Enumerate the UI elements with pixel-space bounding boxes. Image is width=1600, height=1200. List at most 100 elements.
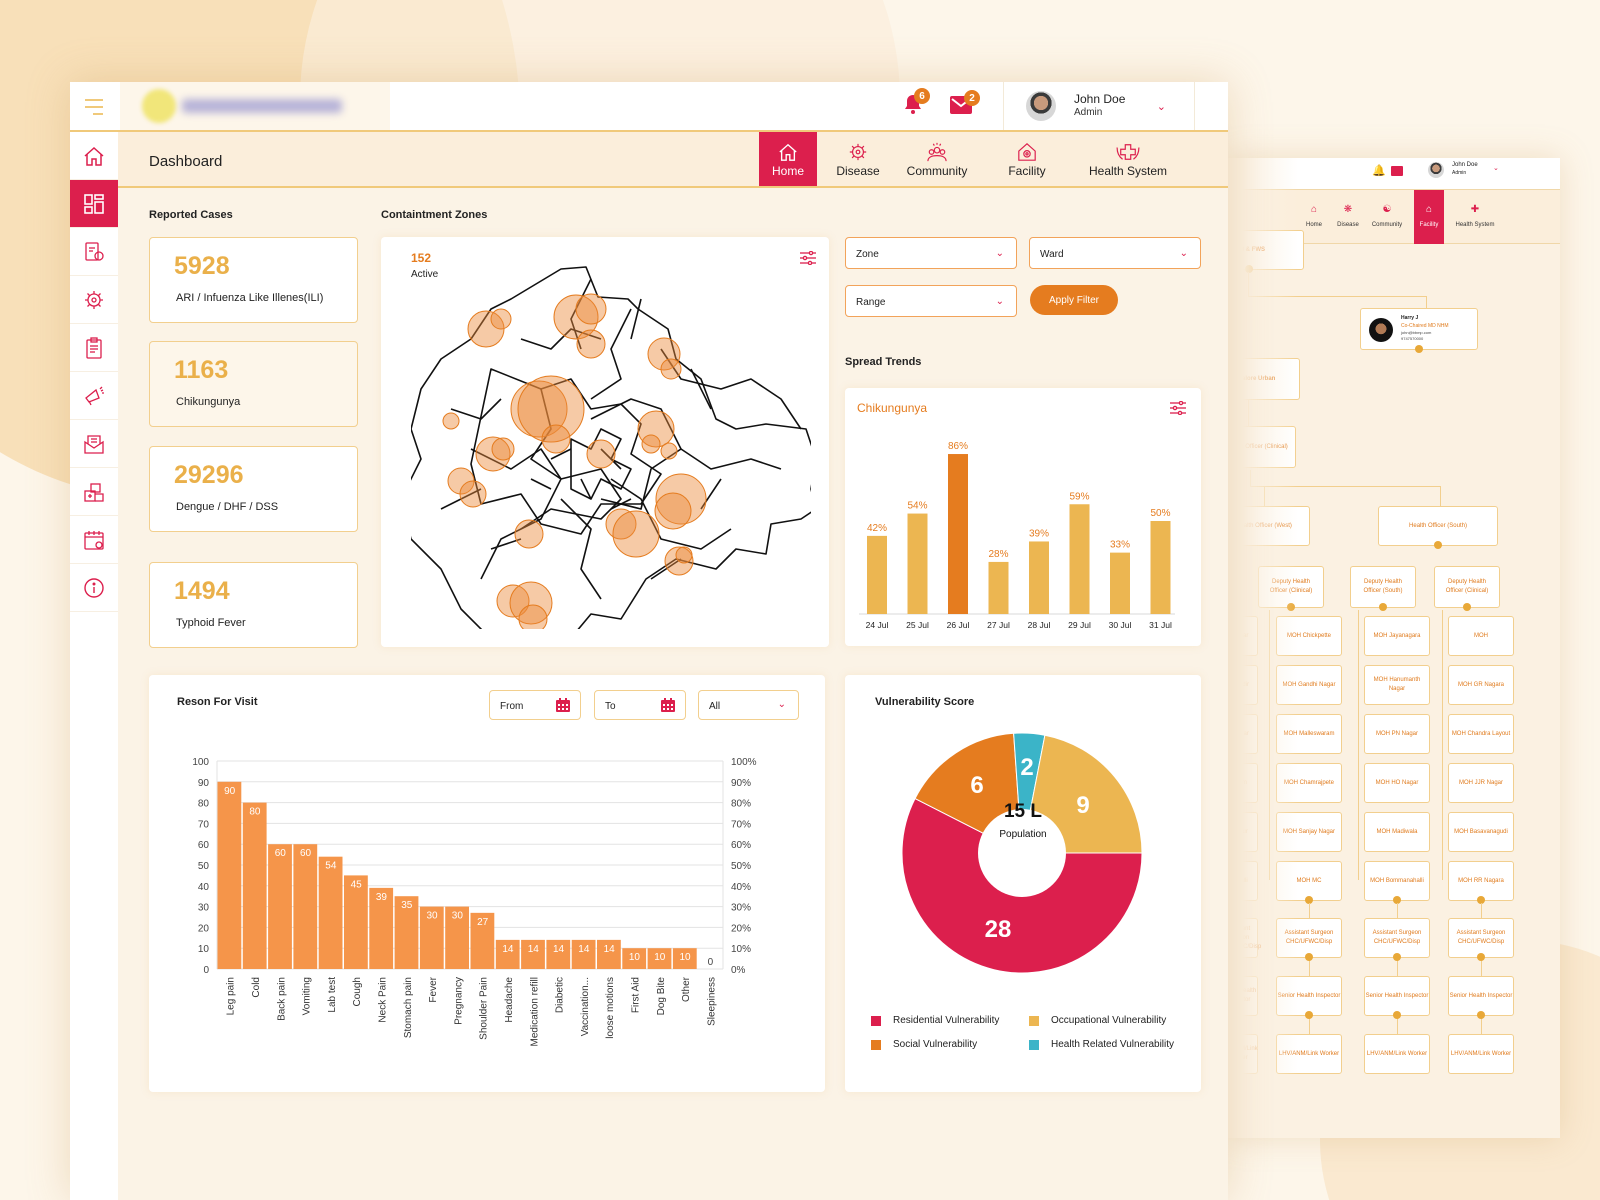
notifications-button[interactable]: 6 [904,88,930,119]
zone-select[interactable]: Zone ⌄ [845,237,1017,269]
org-node-moh[interactable]: MOH Bommanahalli [1364,861,1430,904]
back-tab-health-system[interactable]: ✚ Health System [1455,204,1495,228]
bar[interactable] [470,912,495,969]
bar[interactable] [647,948,672,969]
collapse-icon[interactable] [1415,345,1423,353]
bar[interactable] [597,939,621,969]
org-node-person[interactable]: Harry J Co-Chaired MD NHM john@bbmp.com … [1360,308,1478,353]
messages-button[interactable]: 2 [950,90,980,119]
org-node-staff[interactable]: LHV/ANM/Link Worker [1448,1034,1514,1074]
org-node-dho[interactable]: Deputy Health Officer (South) [1350,566,1416,611]
sidebar-item-supplies[interactable] [70,468,118,516]
org-node-moh[interactable]: MOH JJR Nagar [1448,763,1514,803]
org-node-moh[interactable]: MOH Hanumanth Nagar [1364,665,1430,705]
bar[interactable] [217,781,242,969]
tab-disease[interactable]: Disease [826,132,890,186]
bar[interactable] [445,906,469,969]
bar[interactable] [948,454,968,614]
tab-health-system[interactable]: Health System [1078,132,1178,186]
org-node-moh[interactable]: MOH Jayanagara [1364,616,1430,656]
collapse-icon[interactable] [1379,603,1387,611]
tab-community[interactable]: Community [898,132,976,186]
to-date-input[interactable]: To [594,690,686,720]
bar[interactable] [546,939,571,969]
bar[interactable] [1150,521,1171,614]
back-tab-community[interactable]: ☯ Community [1371,204,1403,228]
logo[interactable] [120,82,390,130]
bar[interactable] [988,561,1009,614]
chevron-down-icon[interactable]: ⌄ [1493,165,1499,172]
ward-select[interactable]: Ward ⌄ [1029,237,1201,269]
back-tab-facility[interactable]: ⌂ Facility [1414,190,1444,244]
sidebar-item-calendar[interactable] [70,516,118,564]
bar[interactable] [571,939,596,969]
tab-home[interactable]: Home [759,132,817,186]
bar[interactable] [521,939,545,969]
bar[interactable] [394,896,419,969]
bell-icon[interactable]: 🔔 [1372,165,1386,177]
user-menu[interactable]: John Doe Admin ⌄ [1003,82,1195,130]
sidebar-item-announcements[interactable] [70,372,118,420]
chevron-down-icon[interactable]: ⌄ [1156,101,1166,113]
org-node-moh[interactable]: MOH GR Nagara [1448,665,1514,705]
case-card-chikungunya[interactable]: 1163 Chikungunya [149,341,358,427]
collapse-icon[interactable] [1477,1011,1485,1019]
bar[interactable] [344,875,368,969]
org-node-moh[interactable]: MOH HO Nagar [1364,763,1430,803]
collapse-icon[interactable] [1393,896,1401,904]
org-node-moh[interactable]: MOH PN Nagar [1364,714,1430,754]
bar[interactable] [622,948,647,969]
org-node-moh[interactable]: MOH [1448,616,1514,656]
range-select[interactable]: Range ⌄ [845,285,1017,317]
sidebar-item-clipboard[interactable] [70,324,118,372]
bar[interactable] [268,844,292,969]
sidebar-item-disease[interactable] [70,276,118,324]
bar[interactable] [1069,504,1090,614]
org-node-staff[interactable]: Senior Health Inspector [1364,976,1430,1019]
sidebar-item-reports[interactable] [70,228,118,276]
calendar-icon[interactable] [661,698,675,712]
bar[interactable] [672,948,697,969]
collapse-icon[interactable] [1393,953,1401,961]
collapse-icon[interactable] [1434,541,1442,549]
org-node-staff[interactable]: Assistant Surgeon CHC/UFWC/Disp [1364,918,1430,961]
calendar-icon[interactable] [556,698,570,712]
bar[interactable] [293,844,318,969]
org-node-dho[interactable]: Deputy Health Officer (Clinical) [1434,566,1500,611]
org-node-moh[interactable]: MOH Madiwala [1364,812,1430,852]
sidebar-item-info[interactable] [70,564,118,612]
org-node-moh[interactable]: MOH RR Nagara [1448,861,1514,904]
sidebar-item-dashboard[interactable] [70,180,118,228]
org-node-staff[interactable]: Assistant Surgeon CHC/UFWC/Disp [1448,918,1514,961]
sidebar-item-home[interactable] [70,132,118,180]
org-node-ho-south[interactable]: Health Officer (South) [1378,506,1498,549]
bar[interactable] [419,906,444,969]
apply-filter-button[interactable]: Apply Filter [1030,285,1118,315]
org-node-moh[interactable]: MOH Basavanagudi [1448,812,1514,852]
bar[interactable] [1029,541,1049,614]
back-tab-home[interactable]: ⌂ Home [1305,204,1322,228]
bar[interactable] [1110,552,1130,614]
from-date-input[interactable]: From [489,690,581,720]
collapse-icon[interactable] [1305,953,1313,961]
bar[interactable] [242,802,267,969]
bar[interactable] [318,856,343,969]
back-tab-disease[interactable]: ❋ Disease [1337,204,1359,228]
sidebar-item-messages[interactable] [70,420,118,468]
case-card-ili[interactable]: 5928 ARI / Infuenza Like Illenes(ILI) [149,237,358,323]
bar[interactable] [907,513,928,614]
bar[interactable] [495,939,520,969]
containment-zones-map[interactable] [411,249,811,629]
case-card-typhoid[interactable]: 1494 Typhoid Fever [149,562,358,648]
filter-sliders-icon[interactable] [800,251,816,265]
collapse-icon[interactable] [1477,953,1485,961]
tab-facility[interactable]: Facility [994,132,1060,186]
org-node-staff[interactable]: Senior Health Inspector [1448,976,1514,1019]
bar[interactable] [369,887,394,969]
collapse-icon[interactable] [1305,896,1313,904]
mail-icon[interactable] [1391,166,1403,176]
org-node-staff[interactable]: LHV/ANM/Link Worker [1364,1034,1430,1074]
case-card-dengue[interactable]: 29296 Dengue / DHF / DSS [149,446,358,532]
collapse-icon[interactable] [1477,896,1485,904]
bar[interactable] [867,535,887,614]
